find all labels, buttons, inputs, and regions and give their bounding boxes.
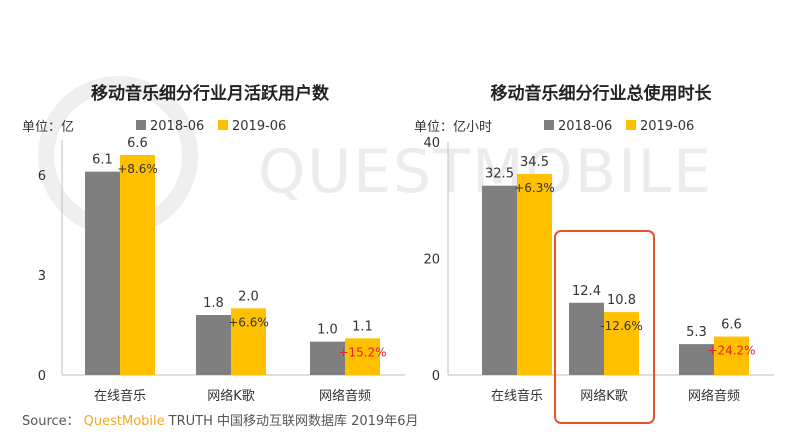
y-tick-label: 0 [432,369,440,384]
chart-left-title: 移动音乐细分行业月活跃用户数 [91,83,330,104]
value-label-2018-0: 6.1 [92,153,113,168]
source-line: Source： QuestMobile TRUTH 中国移动互联网数据库 2019年… [22,413,418,429]
source-text: Source： QuestMobile TRUTH 中国移动互联网数据库 2019年… [22,413,418,429]
value-label-2018-2: 1.0 [317,323,338,338]
chart-left-plot: 0 3 6 6.1 6.6 +8.6% 在线音乐 1.8 2.0 +6.6% 网络K歌 1.0 1.1 +… [38,136,405,404]
chart-right-legend: 2018-06 2019-06 [544,119,694,134]
bar-2019-1 [231,308,266,375]
y-tick-label: 0 [38,369,46,384]
value-label-2019-2: 1.1 [352,319,373,334]
legend-label-2019: 2019-06 [232,119,286,134]
legend-label-2018: 2018-06 [150,119,204,134]
value-label-2019-1: 2.0 [238,289,259,304]
bar-2018-1 [569,302,604,375]
source-suffix: TRUTH 中国移动互联网数据库 2019年6月 [168,413,419,429]
growth-label-1: +6.6% [228,315,269,329]
y-tick-label: 40 [423,136,440,151]
chart-right: 移动音乐细分行业总使用时长 单位：亿小时 2018-06 2019-06 0 20… [414,83,774,424]
chart-left: 移动音乐细分行业月活跃用户数 单位：亿 2018-06 2019-06 0 3 6 6… [22,83,405,404]
chart-right-title: 移动音乐细分行业总使用时长 [491,83,713,104]
chart-left-legend: 2018-06 2019-06 [136,119,286,134]
value-label-2018-1: 1.8 [203,296,224,311]
y-tick-label: 6 [38,169,46,184]
value-label-2018-1: 12.4 [572,284,601,299]
legend-label-2018: 2018-06 [558,119,612,134]
source-brand: QuestMobile [84,414,165,429]
source-prefix: Source： [22,414,80,429]
value-label-2018-0: 32.5 [485,167,514,182]
growth-label-0: +6.3% [514,181,555,195]
growth-label-0: +8.6% [117,162,158,176]
value-label-2019-0: 34.5 [520,155,549,170]
value-label-2019-2: 6.6 [721,318,742,333]
bar-2018-0 [85,171,120,375]
legend-swatch-2019 [218,120,228,130]
category-label-2: 网络音频 [319,388,371,404]
legend-swatch-2019 [626,120,636,130]
bar-2018-2 [310,341,345,375]
category-label-0: 在线音乐 [491,388,543,404]
value-label-2018-2: 5.3 [686,325,707,340]
value-label-2019-1: 10.8 [607,293,636,308]
bar-2019-0 [517,174,552,375]
category-label-1: 网络K歌 [580,388,628,404]
chart-right-unit: 单位：亿小时 [414,120,492,135]
highlight-box [554,230,655,424]
bar-2018-2 [679,344,714,375]
chart-left-unit: 单位：亿 [22,120,74,135]
bar-2019-2 [714,336,749,375]
value-label-2019-0: 6.6 [127,136,148,151]
bar-2019-0 [120,155,155,375]
growth-label-1: -12.6% [600,319,642,333]
category-label-0: 在线音乐 [94,388,146,404]
bar-2019-1 [604,312,639,375]
growth-label-2: +15.2% [338,345,386,359]
y-tick-label: 3 [38,269,46,284]
growth-label-2: +24.2% [707,344,755,358]
category-label-2: 网络音频 [688,388,740,404]
bar-2018-1 [196,315,231,375]
legend-swatch-2018 [544,120,554,130]
legend-label-2019: 2019-06 [640,119,694,134]
bar-2019-2 [345,338,380,375]
y-tick-label: 20 [423,253,440,268]
bar-2018-0 [482,185,517,375]
chart-right-plot: 0 20 40 32.5 34.5 +6.3% 在线音乐 12.4 10.8 -12.6% 网络K歌… [423,136,774,424]
category-label-1: 网络K歌 [207,388,255,404]
legend-swatch-2018 [136,120,146,130]
